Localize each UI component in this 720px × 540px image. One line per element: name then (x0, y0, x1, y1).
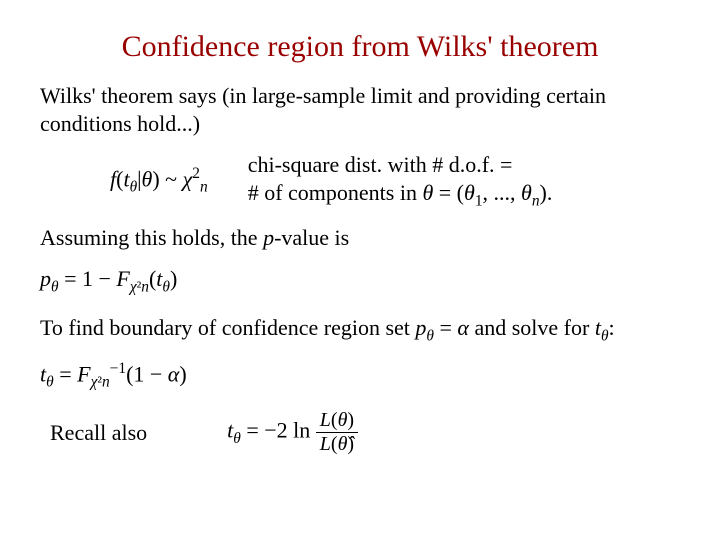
theta-vector: θ = (θ1, ..., θn). (422, 180, 552, 205)
formula-likelihood-ratio: tθ = −2 ln L(θ)L(θ̂) (227, 409, 358, 456)
chisq-prefix: # of components in (248, 180, 423, 205)
formula-distribution: f(tθ|θ) ~ χ2n (110, 165, 208, 197)
pvalue-intro: Assuming this holds, the p-value is (40, 224, 680, 252)
recall-label: Recall also (50, 420, 147, 446)
recall-row: Recall also tθ = −2 ln L(θ)L(θ̂) (40, 409, 680, 456)
formula-inverse: tθ = Fχ²n−1(1 − α) (40, 360, 680, 392)
chisq-explanation: chi-square dist. with # d.o.f. = # of co… (248, 151, 553, 210)
formula1-row: f(tθ|θ) ~ χ2n chi-square dist. with # d.… (40, 151, 680, 210)
chisq-line-1: chi-square dist. with # d.o.f. = (248, 151, 553, 179)
slide-title: Confidence region from Wilks' theorem (40, 30, 680, 64)
boundary-paragraph: To find boundary of confidence region se… (40, 314, 680, 346)
intro-paragraph: Wilks' theorem says (in large-sample lim… (40, 82, 680, 137)
formula-pvalue: pθ = 1 − Fχ²n(tθ) (40, 266, 680, 296)
chisq-line-2: # of components in θ = (θ1, ..., θn). (248, 179, 553, 211)
